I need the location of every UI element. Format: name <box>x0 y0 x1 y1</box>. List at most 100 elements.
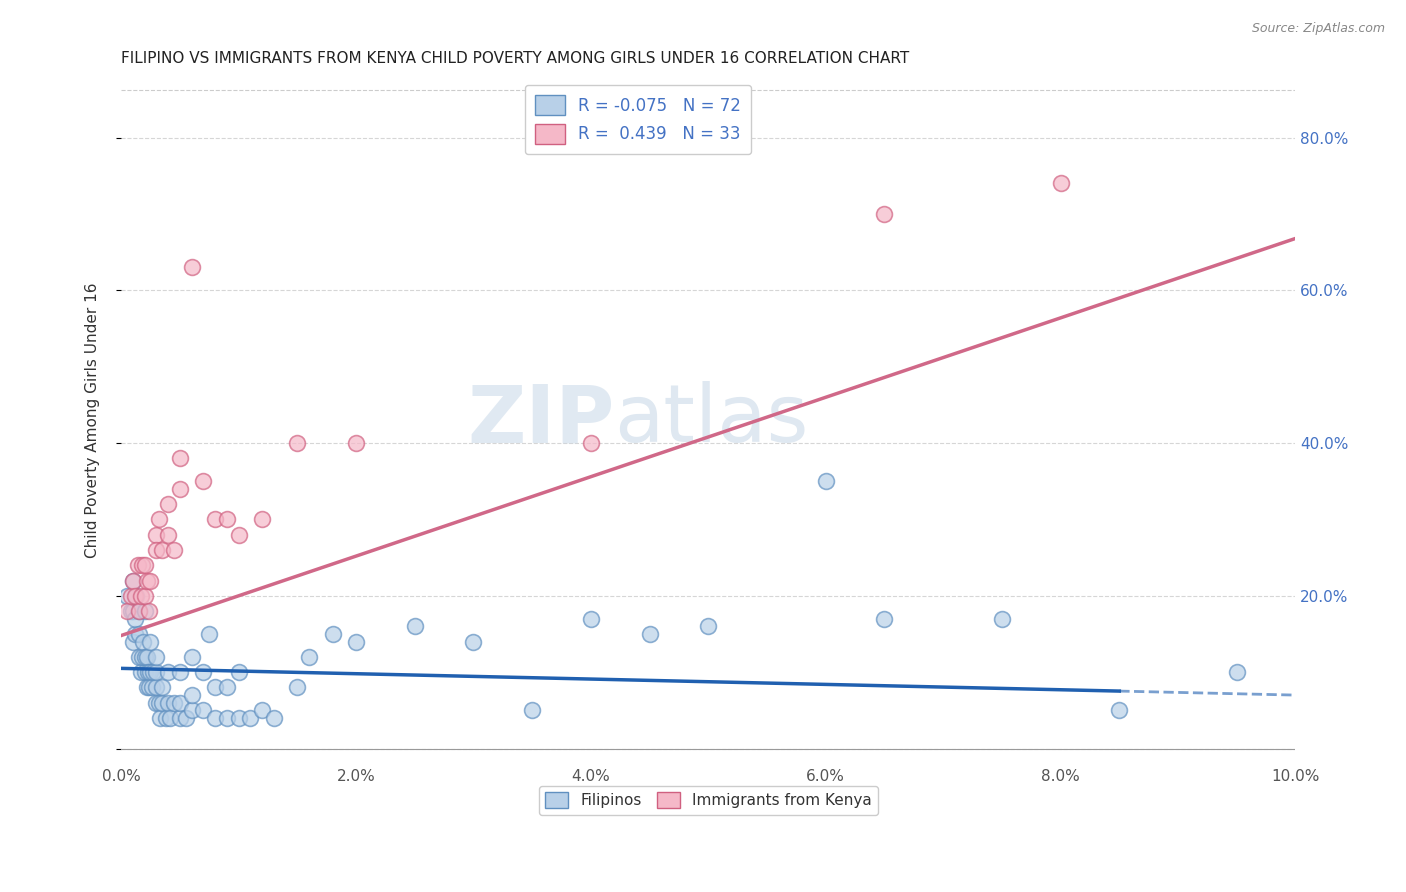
Point <box>134 649 156 664</box>
Text: atlas: atlas <box>614 381 808 459</box>
Point <box>169 696 191 710</box>
Point <box>1226 665 1249 680</box>
Point <box>134 665 156 680</box>
Point <box>873 207 896 221</box>
Point <box>124 627 146 641</box>
Point <box>1049 177 1071 191</box>
Point <box>344 436 367 450</box>
Point <box>150 543 173 558</box>
Point <box>139 574 162 588</box>
Point <box>129 665 152 680</box>
Point <box>163 696 186 710</box>
Point <box>122 574 145 588</box>
Point <box>131 558 153 573</box>
Point <box>285 436 308 450</box>
Point <box>129 589 152 603</box>
Point <box>134 589 156 603</box>
Point <box>115 604 138 618</box>
Y-axis label: Child Poverty Among Girls Under 16: Child Poverty Among Girls Under 16 <box>86 283 100 558</box>
Point <box>163 543 186 558</box>
Point <box>138 604 160 618</box>
Point <box>321 627 343 641</box>
Point <box>180 688 202 702</box>
Legend: Filipinos, Immigrants from Kenya: Filipinos, Immigrants from Kenya <box>538 786 877 814</box>
Point <box>141 681 163 695</box>
Point <box>149 711 172 725</box>
Point <box>298 649 321 664</box>
Point <box>579 612 602 626</box>
Point <box>145 543 167 558</box>
Point <box>148 696 170 710</box>
Point <box>180 703 202 717</box>
Point <box>991 612 1014 626</box>
Point <box>128 604 150 618</box>
Point <box>131 649 153 664</box>
Point <box>128 627 150 641</box>
Point <box>145 527 167 541</box>
Point <box>250 512 273 526</box>
Point <box>120 589 142 603</box>
Point <box>145 696 167 710</box>
Point <box>150 696 173 710</box>
Point <box>169 711 191 725</box>
Text: Source: ZipAtlas.com: Source: ZipAtlas.com <box>1251 22 1385 36</box>
Point <box>169 451 191 466</box>
Point <box>228 711 250 725</box>
Point <box>204 681 226 695</box>
Point <box>204 711 226 725</box>
Point <box>215 681 238 695</box>
Point <box>128 649 150 664</box>
Point <box>157 497 180 511</box>
Point <box>134 604 156 618</box>
Point <box>136 574 159 588</box>
Point <box>127 558 149 573</box>
Point <box>169 665 191 680</box>
Point <box>122 604 145 618</box>
Point <box>814 475 837 489</box>
Point <box>285 681 308 695</box>
Point <box>174 711 197 725</box>
Text: ZIP: ZIP <box>467 381 614 459</box>
Point <box>228 527 250 541</box>
Point <box>124 589 146 603</box>
Point <box>873 612 896 626</box>
Point <box>142 665 165 680</box>
Point <box>145 681 167 695</box>
Point <box>204 512 226 526</box>
Point <box>115 589 138 603</box>
Point <box>148 512 170 526</box>
Point <box>138 681 160 695</box>
Point <box>145 665 167 680</box>
Point <box>139 665 162 680</box>
Point <box>463 634 485 648</box>
Point <box>124 612 146 626</box>
Point <box>159 711 181 725</box>
Point <box>638 627 661 641</box>
Point <box>215 711 238 725</box>
Point <box>239 711 262 725</box>
Point <box>122 574 145 588</box>
Point <box>157 527 180 541</box>
Point <box>215 512 238 526</box>
Point <box>228 665 250 680</box>
Point <box>157 665 180 680</box>
Point <box>169 482 191 496</box>
Point <box>134 558 156 573</box>
Point <box>579 436 602 450</box>
Text: FILIPINO VS IMMIGRANTS FROM KENYA CHILD POVERTY AMONG GIRLS UNDER 16 CORRELATION: FILIPINO VS IMMIGRANTS FROM KENYA CHILD … <box>121 51 910 66</box>
Point <box>193 703 215 717</box>
Point <box>155 711 177 725</box>
Point <box>150 681 173 695</box>
Point <box>132 634 155 648</box>
Point <box>404 619 426 633</box>
Point <box>180 260 202 275</box>
Point <box>697 619 720 633</box>
Point <box>263 711 285 725</box>
Point <box>344 634 367 648</box>
Point <box>250 703 273 717</box>
Point <box>1108 703 1130 717</box>
Point <box>136 681 159 695</box>
Point <box>180 649 202 664</box>
Point <box>125 589 148 603</box>
Point <box>145 649 167 664</box>
